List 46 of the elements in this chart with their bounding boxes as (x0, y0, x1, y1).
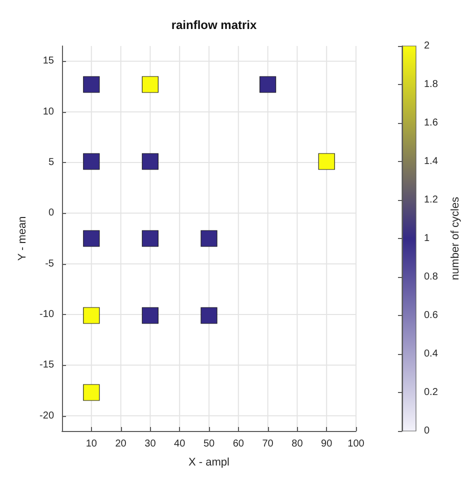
chart-title: rainflow matrix (171, 18, 257, 32)
point (200, 230, 218, 247)
x-tick-label: 30 (144, 438, 156, 450)
y-tick-label: -5 (45, 258, 54, 270)
point (83, 76, 100, 93)
y-tick-label: 15 (42, 56, 54, 67)
color-bar-label: 0.6 (424, 310, 438, 321)
color-bar-label: 0.4 (424, 348, 438, 360)
point (200, 307, 218, 324)
color-bar-label: 0.2 (424, 387, 438, 398)
color-bar-title: number of cycles (450, 196, 462, 280)
x-tick-label: 90 (321, 438, 333, 450)
y-tick-label: -20 (40, 410, 54, 422)
color-bar-label: 0 (424, 426, 430, 436)
point (142, 230, 158, 247)
point (83, 230, 100, 247)
color-bar-label: 1.8 (424, 79, 438, 90)
point (142, 307, 158, 324)
color-bar-label: 1.2 (424, 194, 438, 206)
color-bar-label: 0.8 (424, 272, 438, 282)
color-bar-label: 2 (424, 40, 430, 52)
color-bar-label: 1.6 (424, 118, 438, 128)
y-axis-title: Y - mean (16, 216, 28, 261)
x-tick-label: 100 (348, 438, 365, 450)
y-tick-label: 0 (48, 208, 54, 219)
point (318, 153, 335, 170)
color-bar-label: 1.4 (424, 156, 438, 167)
point (83, 153, 100, 170)
point (142, 76, 158, 93)
point (142, 153, 158, 170)
x-tick-label: 20 (115, 438, 127, 450)
point (83, 384, 100, 401)
color-bar-label: 1 (424, 233, 430, 244)
x-axis-title: X - ampl (188, 456, 230, 468)
x-tick-label: 70 (262, 438, 274, 450)
point (83, 307, 100, 324)
point (260, 76, 276, 93)
x-tick-label: 80 (292, 438, 304, 450)
x-tick-label: 10 (86, 438, 98, 450)
y-tick-label: -10 (40, 308, 54, 320)
x-tick-label: 50 (203, 438, 215, 450)
x-tick-label: 40 (174, 438, 186, 450)
y-tick-label: -15 (40, 360, 54, 371)
x-tick-label: 60 (232, 438, 244, 450)
y-tick-label: 10 (42, 106, 54, 118)
y-tick-label: 5 (48, 157, 54, 168)
